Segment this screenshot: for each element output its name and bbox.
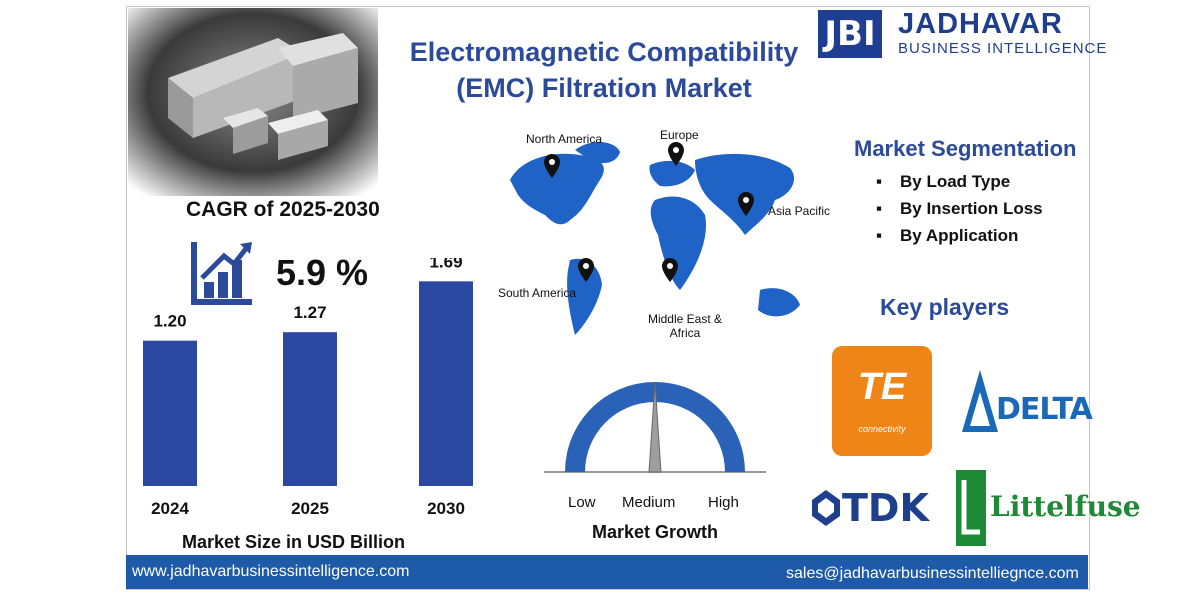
bar-category-label: 2025 (291, 499, 329, 518)
segment-item: By Insertion Loss (876, 197, 1043, 224)
littelfuse-logo-text: Littelfuse (990, 490, 1141, 523)
market-growth-gauge (544, 381, 766, 473)
footer-email[interactable]: sales@jadhavarbusinessintelliegnce.com (786, 565, 1079, 582)
cagr-value: 5.9 % (276, 252, 369, 293)
region-asia-pacific: Asia Pacific (768, 204, 831, 218)
delta-triangle-icon (962, 370, 998, 432)
bar-value-label: 1.27 (293, 303, 326, 322)
market-size-bar-chart: 1.20 2024 1.27 2025 1.69 2030 (143, 258, 473, 518)
tdk-emblem-icon (812, 490, 840, 526)
map-pin-icon (544, 154, 560, 178)
map-pin-icon (738, 192, 754, 216)
region-europe: Europe (660, 128, 699, 142)
region-north-america: North America (526, 132, 603, 146)
littelfuse-emblem-icon (956, 470, 986, 546)
gauge-label-low: Low (568, 494, 596, 511)
brand-mark: JBI (818, 10, 882, 58)
bar-2024 (143, 340, 197, 486)
map-pin-icon (662, 258, 678, 282)
map-pin-icon (668, 142, 684, 166)
bar-category-label: 2030 (427, 499, 465, 518)
te-logo-text: TE (857, 366, 907, 408)
bar-value-label: 1.20 (153, 312, 186, 331)
product-photo (128, 8, 378, 196)
segment-item: By Application (876, 224, 1043, 251)
brand-name: JADHAVAR (898, 8, 1063, 40)
footer-website[interactable]: www.jadhavarbusinessintelligence.com (132, 563, 410, 580)
gauge-needle (648, 381, 662, 473)
gauge-arc (565, 382, 745, 472)
delta-logo-text: DELTA (996, 392, 1093, 427)
map-pin-icon (578, 258, 594, 282)
segmentation-list: By Load Type By Insertion Loss By Applic… (876, 170, 1043, 251)
page-title: Electromagnetic Compatibility (EMC) Filt… (409, 37, 799, 103)
tdk-logo-text: TDK (842, 486, 929, 530)
gauge-caption: Market Growth (592, 522, 719, 542)
brand-tagline: BUSINESS INTELLIGENCE (898, 40, 1108, 57)
te-logo (832, 346, 932, 456)
growth-chart-icon (191, 242, 252, 305)
world-map (510, 141, 800, 335)
bar-2030 (419, 281, 473, 486)
footer-bar (126, 555, 1088, 589)
region-middle-east-africa: Middle East & Africa (647, 312, 723, 340)
segment-item: By Load Type (876, 170, 1043, 197)
segmentation-title: Market Segmentation (854, 136, 1077, 161)
cagr-label: CAGR of 2025-2030 (186, 198, 380, 221)
gauge-label-medium: Medium (622, 494, 676, 511)
bar-category-label: 2024 (151, 499, 189, 518)
te-logo-subtext: connectivity (858, 424, 906, 434)
region-south-america: South America (498, 286, 577, 300)
bar-value-label: 1.69 (429, 258, 462, 271)
key-players-title: Key players (880, 294, 1010, 320)
bar-2025 (283, 332, 337, 486)
chart-xlabel: Market Size in USD Billion (182, 532, 406, 552)
gauge-label-high: High (708, 494, 739, 511)
